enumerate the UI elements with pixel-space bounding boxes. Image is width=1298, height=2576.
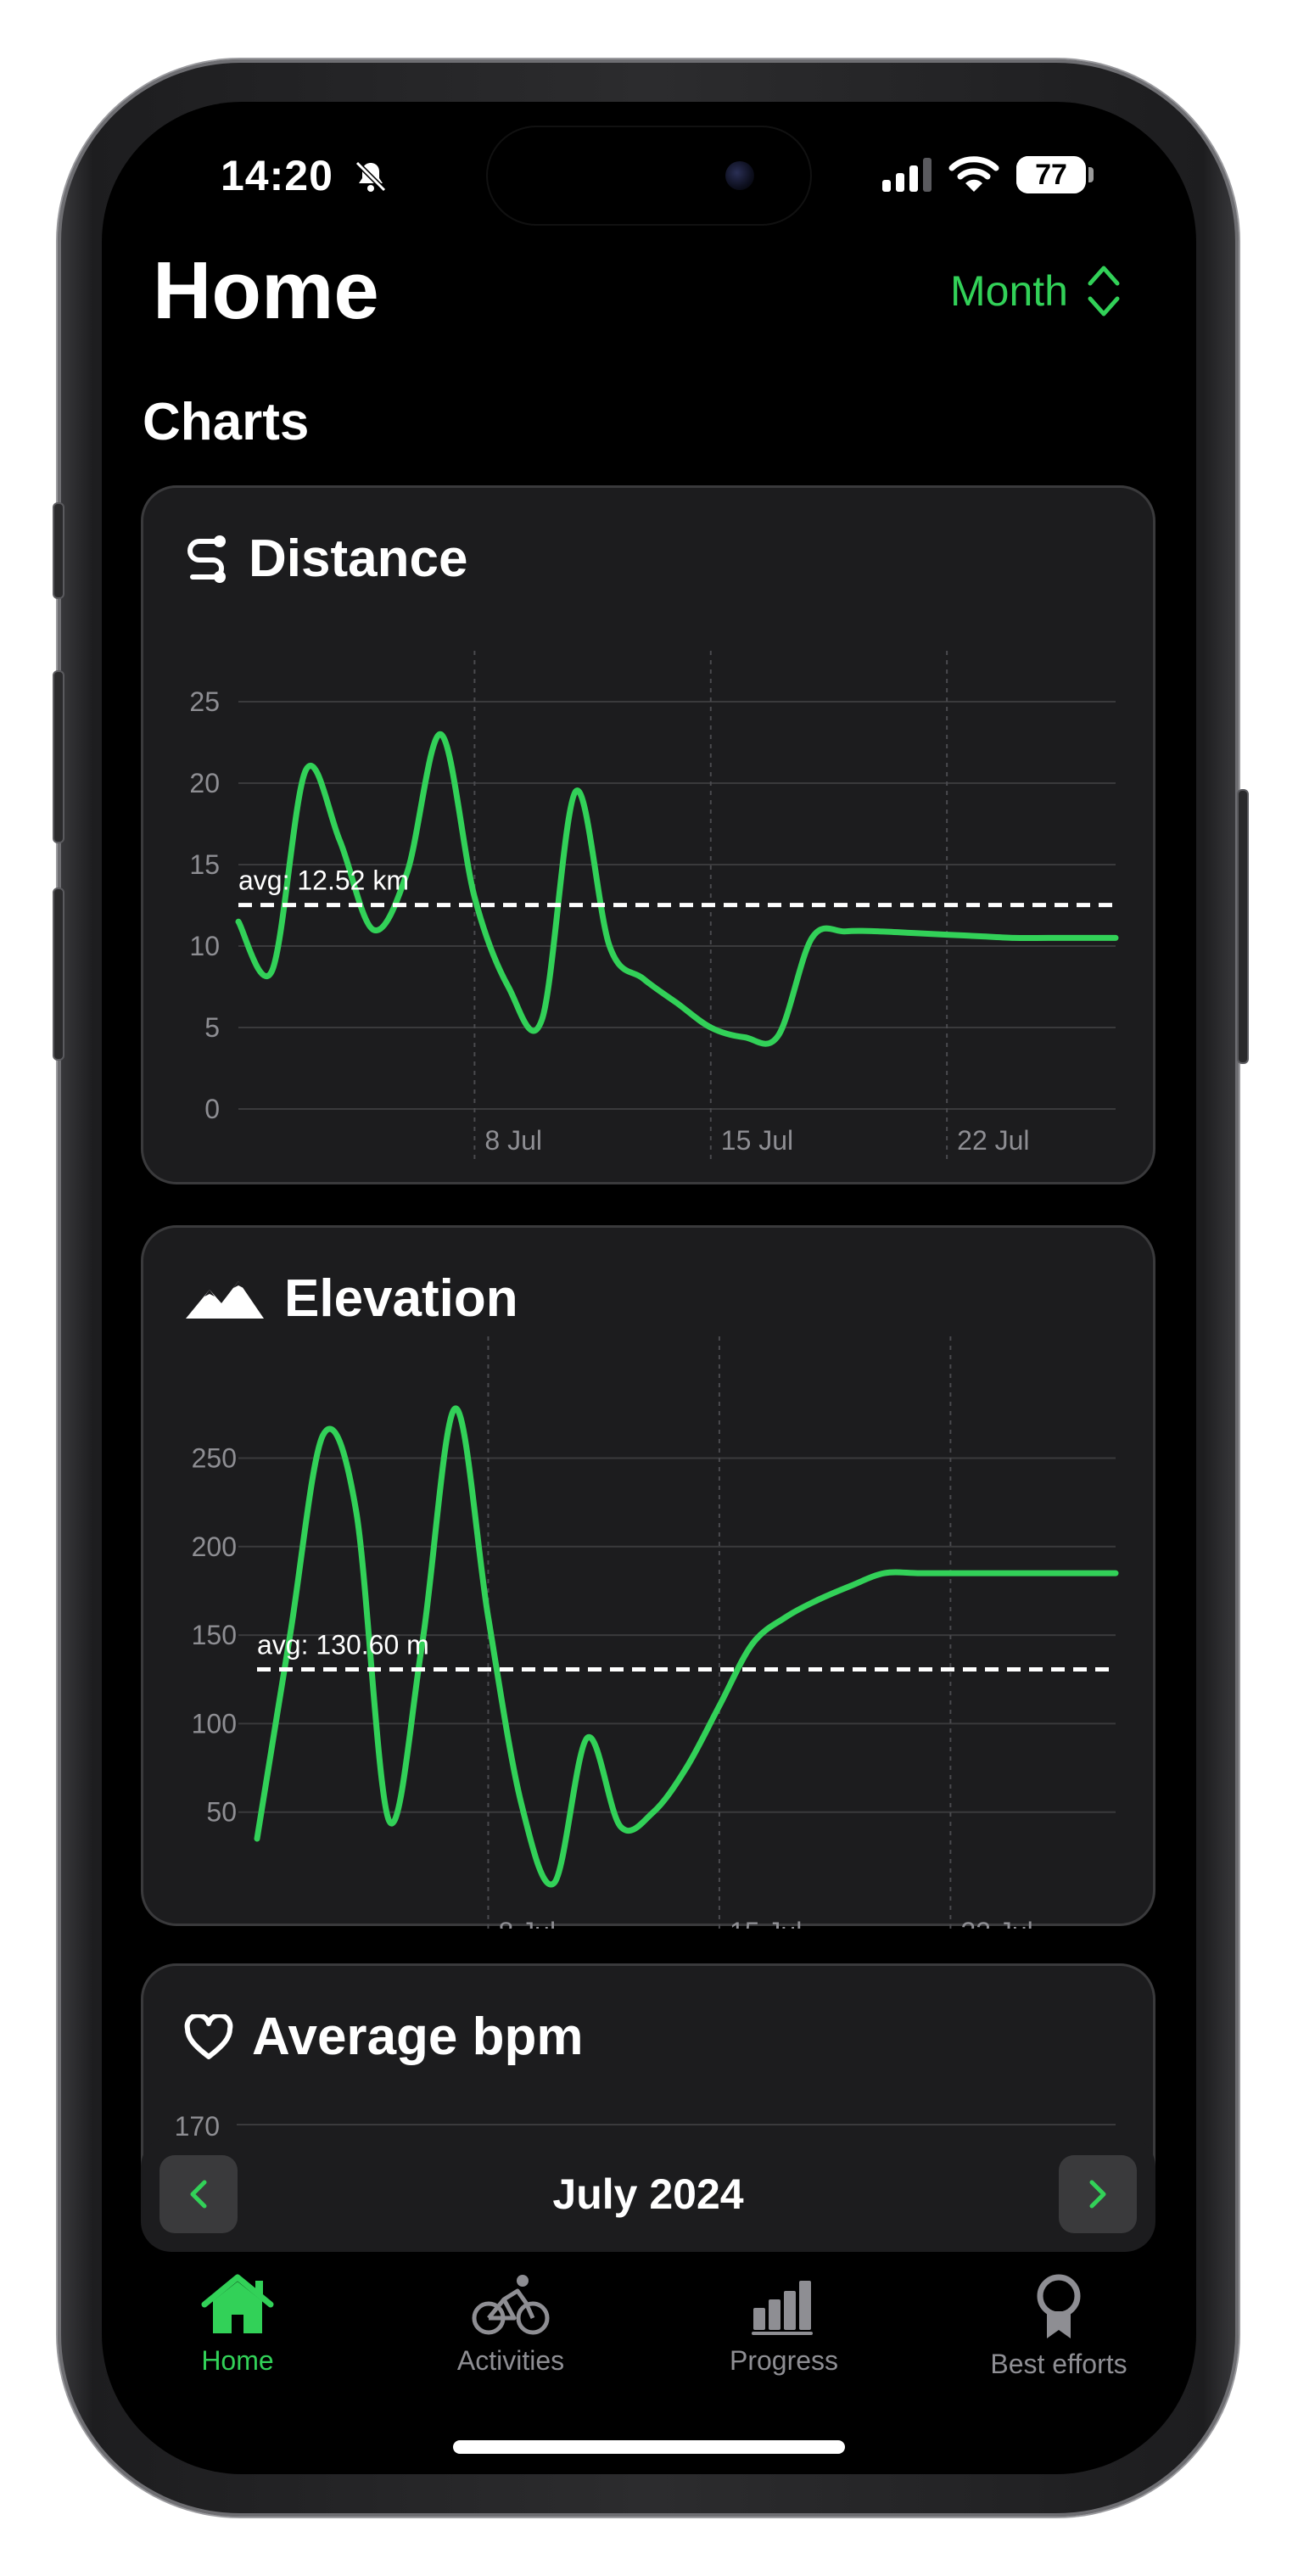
route-icon [187, 535, 226, 583]
y-tick-label: 100 [192, 1708, 237, 1739]
x-tick-label: 22 Jul [960, 1917, 1032, 1929]
card-header: Distance [184, 529, 467, 589]
mountains-icon [186, 1280, 264, 1319]
range-selector-label: Month [950, 267, 1068, 315]
page-title: Home [153, 245, 379, 336]
house-icon [201, 2274, 274, 2333]
heart-icon [184, 2013, 233, 2059]
card-header: Elevation [184, 1268, 518, 1329]
x-tick-label: 22 Jul [957, 1125, 1029, 1156]
battery-indicator: 77 [1016, 156, 1086, 193]
camera-icon [725, 161, 754, 190]
distance-chart: 0 5 10 15 20 25 8 Jul 15 Jul 22 Jul avg: 12.52 km [189, 651, 1119, 1160]
action-button [53, 502, 64, 599]
average-label: avg: 130.60 m [257, 1630, 429, 1660]
card-title: Elevation [284, 1269, 518, 1328]
chevron-left-icon [190, 2180, 207, 2209]
tab-progress[interactable]: Progress [648, 2274, 920, 2377]
x-tick-label: 15 Jul [721, 1125, 793, 1156]
volume-down-button [53, 888, 64, 1061]
screen: 14:20 77 Home Month Charts [102, 102, 1196, 2474]
x-tick-label: 15 Jul [730, 1917, 802, 1929]
tab-label: Best efforts [990, 2349, 1127, 2379]
dynamic-island [488, 127, 810, 224]
tab-best-efforts[interactable]: Best efforts [923, 2274, 1194, 2380]
battery-level [1016, 156, 1071, 193]
month-label: July 2024 [552, 2170, 744, 2218]
bar-chart-icon [752, 2281, 813, 2335]
next-month-button[interactable] [1059, 2155, 1137, 2233]
cellular-signal-icon [882, 158, 932, 192]
y-tick-label: 25 [189, 686, 220, 717]
bell-slash-icon [355, 160, 387, 193]
tab-label: Activities [456, 2345, 565, 2376]
y-tick-label: 150 [192, 1620, 237, 1650]
y-tick-label: 50 [206, 1797, 237, 1828]
card-title: Average bpm [252, 2008, 584, 2066]
y-tick-label: 250 [192, 1442, 237, 1473]
y-tick-label: 0 [204, 1094, 220, 1124]
x-tick-label: 8 Jul [498, 1917, 556, 1929]
home-indicator [453, 2440, 845, 2454]
previous-month-button[interactable] [159, 2155, 238, 2233]
wifi-icon [948, 156, 999, 192]
card-header: Average bpm [184, 2007, 584, 2067]
tab-label: Progress [729, 2345, 839, 2376]
tab-home[interactable]: Home [102, 2274, 373, 2377]
y-tick-label: 15 [189, 849, 220, 880]
battery-cap [1088, 167, 1094, 182]
data-line [254, 1405, 1119, 1888]
x-tick-label: 8 Jul [484, 1125, 542, 1156]
medal-icon [1037, 2274, 1081, 2338]
y-tick-label: 20 [189, 768, 220, 798]
power-button [1237, 789, 1249, 1064]
tab-bar: Home Activities Progress [102, 2274, 1196, 2410]
elevation-card[interactable]: Elevation 50 100 150 200 250 8 Jul 15 Jul 22 Ju… [141, 1225, 1155, 1929]
volume-up-button [53, 670, 64, 843]
section-title: Charts [143, 393, 310, 451]
y-tick-label: 10 [189, 931, 220, 961]
elevation-chart: 50 100 150 200 250 8 Jul 15 Jul 22 Jul avg: 130.… [192, 1336, 1119, 1929]
tab-label: Home [201, 2345, 274, 2376]
chevron-up-down-icon [1088, 266, 1120, 316]
average-label: avg: 12.52 km [238, 865, 409, 896]
bicycle-icon [472, 2275, 550, 2335]
chevron-right-icon [1089, 2180, 1106, 2209]
tab-activities[interactable]: Activities [375, 2274, 646, 2377]
month-navigation: July 2024 [141, 2136, 1155, 2252]
range-selector[interactable]: Month [950, 263, 1121, 319]
y-tick-label: 200 [192, 1532, 237, 1562]
battery-percentage: 77 [1035, 159, 1067, 191]
status-time: 14:20 [221, 152, 333, 199]
distance-card[interactable]: Distance 0 5 10 15 20 25 8 Jul 15 Jul 22 Jul avg:… [141, 485, 1155, 1184]
card-title: Distance [249, 529, 468, 588]
y-tick-label: 5 [204, 1012, 220, 1043]
